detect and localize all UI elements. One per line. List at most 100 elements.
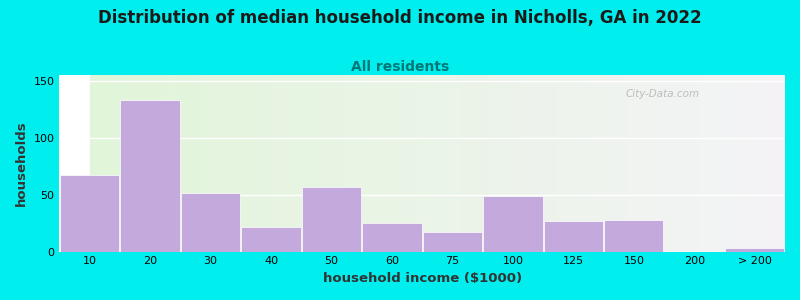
Bar [203, 75, 206, 252]
Bar [634, 75, 637, 252]
Bar [385, 75, 387, 252]
Bar [415, 75, 418, 252]
Bar [767, 75, 770, 252]
Bar [611, 75, 614, 252]
Bar [648, 75, 651, 252]
Bar [229, 75, 231, 252]
Bar [95, 75, 98, 252]
Bar [155, 75, 158, 252]
Bar [501, 75, 503, 252]
Bar [149, 75, 152, 252]
Bar [110, 75, 112, 252]
Bar [308, 75, 310, 252]
Bar [506, 75, 509, 252]
Bar [455, 75, 458, 252]
Text: Distribution of median household income in Nicholls, GA in 2022: Distribution of median household income … [98, 9, 702, 27]
Bar [382, 75, 385, 252]
Bar [286, 75, 288, 252]
Bar [423, 232, 482, 252]
Bar [798, 75, 800, 252]
Bar [549, 75, 552, 252]
Bar [115, 75, 118, 252]
Bar [378, 75, 382, 252]
Bar [637, 75, 639, 252]
Bar [645, 75, 648, 252]
Bar [657, 75, 659, 252]
Bar [719, 75, 722, 252]
Bar [770, 75, 773, 252]
Bar [438, 75, 441, 252]
Bar [586, 75, 589, 252]
Bar [161, 75, 163, 252]
Bar [534, 75, 538, 252]
Bar [628, 75, 631, 252]
Bar [104, 75, 106, 252]
Bar [354, 75, 356, 252]
Bar [299, 75, 302, 252]
Bar [642, 75, 645, 252]
Bar [362, 223, 422, 252]
Y-axis label: households: households [15, 121, 28, 206]
Bar [345, 75, 347, 252]
X-axis label: household income ($1000): household income ($1000) [322, 272, 522, 285]
Bar [302, 75, 305, 252]
Bar [217, 75, 220, 252]
Bar [178, 75, 180, 252]
Bar [490, 75, 492, 252]
Bar [674, 75, 676, 252]
Bar [526, 75, 529, 252]
Bar [172, 75, 174, 252]
Bar [294, 75, 297, 252]
Bar [288, 75, 291, 252]
Bar [60, 175, 119, 252]
Bar [274, 75, 277, 252]
Bar [126, 75, 130, 252]
Bar [594, 75, 597, 252]
Bar [402, 75, 404, 252]
Bar [639, 75, 642, 252]
Bar [604, 220, 663, 252]
Bar [622, 75, 626, 252]
Bar [744, 75, 747, 252]
Bar [328, 75, 330, 252]
Bar [424, 75, 427, 252]
Bar [370, 75, 373, 252]
Bar [297, 75, 299, 252]
Bar [240, 75, 242, 252]
Bar [793, 75, 795, 252]
Bar [234, 75, 237, 252]
Bar [158, 75, 161, 252]
Bar [563, 75, 566, 252]
Bar [135, 75, 138, 252]
Bar [472, 75, 475, 252]
Bar [242, 226, 301, 252]
Bar [347, 75, 350, 252]
Bar [574, 75, 577, 252]
Bar [733, 75, 736, 252]
Bar [407, 75, 410, 252]
Bar [365, 75, 367, 252]
Bar [498, 75, 501, 252]
Bar [242, 75, 246, 252]
Bar [101, 75, 104, 252]
Bar [124, 75, 126, 252]
Bar [725, 248, 784, 252]
Bar [163, 75, 166, 252]
Bar [466, 75, 470, 252]
Bar [194, 75, 198, 252]
Bar [787, 75, 790, 252]
Bar [546, 75, 549, 252]
Bar [730, 75, 733, 252]
Bar [626, 75, 628, 252]
Bar [685, 75, 688, 252]
Bar [325, 75, 328, 252]
Bar [112, 75, 115, 252]
Bar [413, 75, 415, 252]
Bar [146, 75, 149, 252]
Bar [540, 75, 543, 252]
Bar [121, 75, 124, 252]
Bar [106, 75, 110, 252]
Bar [552, 75, 554, 252]
Bar [600, 75, 602, 252]
Bar [707, 75, 710, 252]
